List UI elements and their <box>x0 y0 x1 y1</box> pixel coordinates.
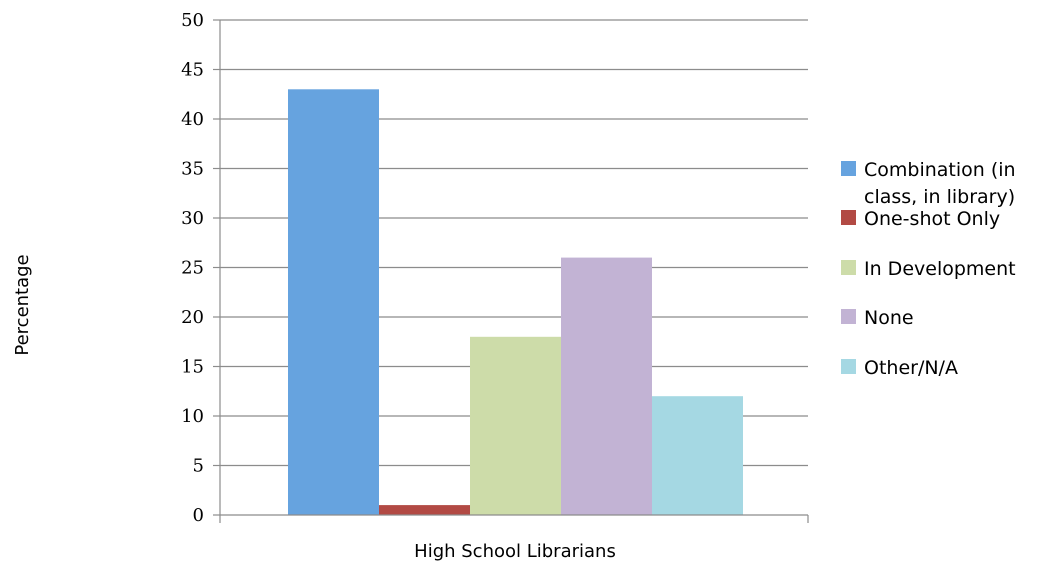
legend-item-in-development: In Development <box>841 258 1016 280</box>
bar-none <box>561 257 652 515</box>
y-tick-label: 35 <box>181 159 204 180</box>
y-tick-label: 30 <box>181 208 204 229</box>
axes <box>213 19 809 523</box>
legend-label: One-shot Only <box>864 208 1000 230</box>
y-tick-label: 40 <box>181 109 204 130</box>
legend-item-combination-in-class-in-library: Combination (in class, in library) <box>841 159 1016 208</box>
legend-swatch <box>841 309 856 324</box>
bars <box>288 89 743 516</box>
bar-in-development <box>470 336 561 515</box>
legend: Combination (in class, in library)One-sho… <box>841 159 1016 379</box>
y-tick-label: 0 <box>193 505 204 526</box>
y-tick-labels: 0 5 10 15 20 25 30 35 40 45 50 <box>181 10 204 526</box>
legend-item-one-shot-only: One-shot Only <box>841 208 1000 230</box>
legend-swatch <box>841 260 856 275</box>
y-tick-label: 50 <box>181 10 204 31</box>
legend-item-other-n-a: Other/N/A <box>841 357 958 379</box>
legend-swatch <box>841 210 856 225</box>
y-tick-label: 25 <box>181 258 204 279</box>
legend-swatch <box>841 161 856 176</box>
legend-label: Other/N/A <box>864 357 958 379</box>
bar-one-shot-only <box>379 505 470 515</box>
legend-swatch <box>841 359 856 374</box>
y-tick-label: 15 <box>181 357 204 378</box>
y-tick-label: 5 <box>193 456 204 477</box>
y-tick-label: 10 <box>181 406 204 427</box>
legend-label: None <box>864 307 914 329</box>
bar-other-n-a <box>652 396 743 515</box>
legend-label: In Development <box>864 258 1016 280</box>
y-axis-label: Percentage <box>12 254 33 355</box>
bar-combination-in-class-in-library <box>288 89 379 516</box>
y-tick-label: 45 <box>181 60 204 81</box>
x-axis-label: High School Librarians <box>414 541 616 562</box>
legend-label: class, in library) <box>864 186 1015 208</box>
y-tick-label: 20 <box>181 307 204 328</box>
legend-label: Combination (in <box>864 159 1016 181</box>
legend-item-none: None <box>841 307 914 329</box>
